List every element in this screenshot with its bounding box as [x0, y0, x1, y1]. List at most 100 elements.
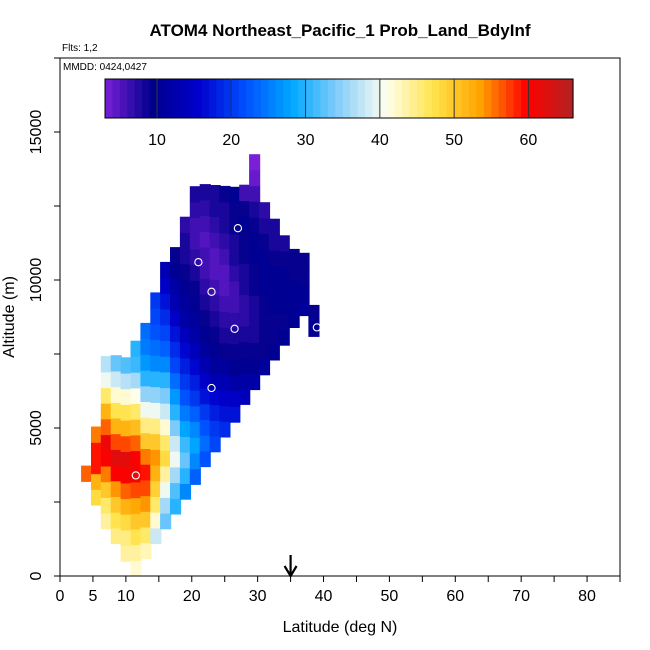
heatmap-cell: [259, 280, 271, 297]
heatmap-cell: [150, 465, 162, 482]
x-axis: 0 5 10 20 30 40 50 60 70 80: [56, 576, 621, 605]
heatmap-cell: [120, 404, 132, 421]
heatmap-cell: [249, 342, 261, 359]
colorbar-swatch: [253, 79, 262, 118]
heatmap-cell: [239, 278, 251, 296]
x-tick-label: 60: [446, 588, 464, 605]
heatmap-cell: [199, 341, 211, 358]
flight-marker: [207, 287, 216, 296]
heatmap-cell: [189, 437, 201, 454]
heatmap-cell: [199, 262, 211, 279]
heatmap-cell: [160, 450, 172, 467]
heatmap-cell: [170, 388, 182, 405]
x-tick-label: 0: [56, 588, 65, 605]
heatmap-cell: [160, 513, 172, 530]
heatmap-cell: [179, 389, 191, 406]
colorbar-swatch: [431, 79, 440, 118]
colorbar-swatch: [335, 79, 344, 118]
heatmap-cell: [179, 310, 191, 328]
heatmap-cell: [239, 216, 251, 233]
heatmap-cell: [120, 388, 132, 405]
heatmap-cell: [229, 343, 241, 360]
colorbar-swatch: [342, 79, 351, 118]
y-axis: 0 5000 10000 15000: [28, 57, 60, 580]
colorbar-swatch: [394, 79, 403, 118]
heatmap-cell: [249, 232, 261, 249]
heatmap-cell: [170, 498, 182, 515]
heatmap-cell: [199, 356, 211, 373]
heatmap-cell: [219, 374, 231, 391]
heatmap-cell: [91, 489, 103, 506]
dates-label-bg: [61, 59, 153, 73]
x-tick-label: 70: [512, 588, 530, 605]
heatmap-cell: [219, 264, 231, 281]
heatmap-cell: [199, 231, 211, 248]
heatmap-cell: [120, 451, 132, 468]
heatmap-cell: [209, 420, 221, 437]
heatmap-cell: [288, 311, 300, 328]
heatmap-cell: [100, 465, 112, 483]
heatmap-cell: [91, 473, 103, 490]
colorbar-swatch: [112, 79, 121, 118]
heatmap-cell: [278, 298, 290, 315]
heatmap-cell: [288, 296, 300, 313]
dates-label: MMDD: 0424,0427: [63, 62, 147, 73]
latitude-arrow: [283, 555, 298, 579]
heatmap-cell: [170, 404, 182, 421]
heatmap-cell: [150, 433, 162, 450]
heatmap-cell: [278, 251, 290, 268]
heatmap-cell: [130, 497, 142, 514]
heatmap-cell: [199, 450, 211, 468]
heatmap-cell: [189, 201, 201, 219]
heatmap-cell: [209, 326, 221, 343]
colorbar-swatch: [550, 79, 559, 118]
heatmap-cell: [140, 354, 152, 371]
heatmap-cell: [308, 304, 320, 322]
heatmap-cell: [219, 295, 231, 312]
heatmap-cell: [199, 215, 211, 232]
colorbar-swatch: [298, 79, 307, 118]
heatmap-cell: [110, 496, 122, 513]
heatmap-cell: [170, 278, 182, 295]
heatmap-cell: [209, 341, 221, 359]
flight-marker: [230, 324, 239, 333]
heatmap-cell: [199, 293, 211, 311]
flight-marker: [131, 471, 140, 480]
heatmap-cell: [209, 310, 221, 327]
heatmap-cell: [150, 308, 162, 325]
heatmap-cell: [81, 465, 93, 482]
heatmap-cell: [150, 386, 162, 403]
colorbar-swatch: [194, 79, 203, 118]
heatmap-cell: [229, 249, 241, 266]
heatmap-cell: [189, 421, 201, 438]
heatmap-cell: [110, 433, 122, 450]
colorbar-swatch: [320, 79, 329, 118]
heatmap-cell: [199, 388, 211, 405]
heatmap-cell: [179, 420, 191, 437]
heatmap-cell: [100, 356, 112, 373]
colorbar-swatch: [216, 79, 225, 118]
colorbar-swatch: [283, 79, 292, 118]
heatmap-cell: [259, 202, 271, 219]
heatmap-cell: [140, 370, 152, 387]
heatmap-cell: [189, 264, 201, 281]
heatmap-cell: [298, 252, 310, 270]
heatmap-cell: [249, 248, 261, 265]
heatmap-cell: [179, 373, 191, 390]
heatmap-cell: [239, 184, 251, 201]
colorbar-swatch: [350, 79, 359, 118]
heatmap-cell: [130, 419, 142, 436]
heatmap-cell: [249, 295, 261, 312]
heatmap-cell: [229, 328, 241, 345]
heatmap-cell: [249, 311, 261, 328]
heatmap-cell: [199, 403, 211, 420]
colorbar-swatch: [528, 79, 537, 118]
heatmap-cell: [91, 426, 103, 443]
heatmap-cell: [140, 401, 152, 418]
colorbar-swatch: [372, 79, 381, 118]
y-tick-label: 0: [28, 571, 45, 580]
heatmap-cell: [120, 357, 132, 374]
colorbar-tick-label: 60: [520, 132, 538, 149]
heatmap-cell: [209, 232, 221, 249]
heatmap-cell: [219, 327, 231, 344]
